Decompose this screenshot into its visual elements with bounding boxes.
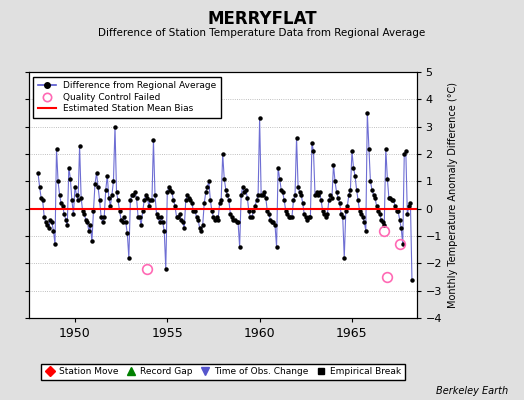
Y-axis label: Monthly Temperature Anomaly Difference (°C): Monthly Temperature Anomaly Difference (… bbox=[447, 82, 457, 308]
Text: MERRYFLAT: MERRYFLAT bbox=[207, 10, 317, 28]
Text: Berkeley Earth: Berkeley Earth bbox=[436, 386, 508, 396]
Legend: Station Move, Record Gap, Time of Obs. Change, Empirical Break: Station Move, Record Gap, Time of Obs. C… bbox=[41, 364, 405, 380]
Text: Difference of Station Temperature Data from Regional Average: Difference of Station Temperature Data f… bbox=[99, 28, 425, 38]
